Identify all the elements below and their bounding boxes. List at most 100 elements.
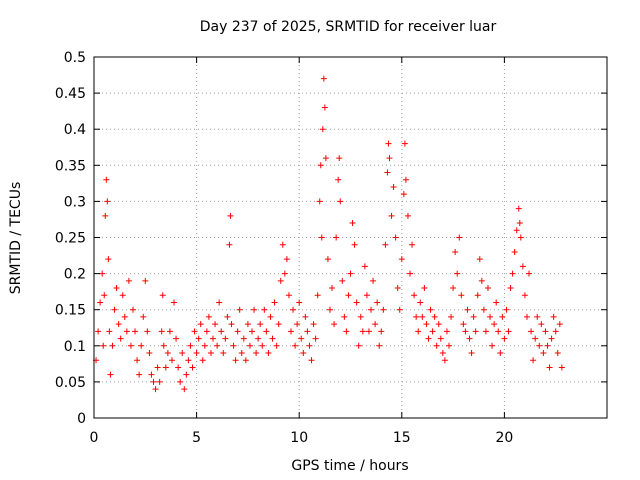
data-point	[398, 256, 405, 263]
data-point	[536, 342, 543, 349]
data-point	[173, 335, 180, 342]
data-point	[123, 328, 130, 335]
data-point	[242, 357, 249, 364]
data-point	[132, 328, 139, 335]
data-point	[491, 321, 498, 328]
data-point	[234, 328, 241, 335]
data-point	[127, 342, 134, 349]
data-point	[458, 292, 465, 299]
data-point	[517, 234, 524, 241]
data-point	[322, 155, 329, 162]
data-point	[244, 321, 251, 328]
data-point	[207, 350, 214, 357]
data-point	[317, 162, 324, 169]
data-point	[519, 263, 526, 270]
y-tick-label: 0.2	[64, 267, 86, 283]
y-tick-label: 0.3	[64, 194, 86, 210]
data-point	[345, 292, 352, 299]
data-point	[363, 292, 370, 299]
data-point	[476, 256, 483, 263]
x-tick-label: 20	[495, 430, 513, 446]
data-point	[227, 212, 234, 219]
data-point	[261, 306, 268, 313]
data-point	[390, 183, 397, 190]
data-point	[396, 306, 403, 313]
data-point	[392, 234, 399, 241]
y-tick-label: 0	[77, 411, 86, 427]
data-point	[521, 292, 528, 299]
data-point	[376, 342, 383, 349]
data-point	[106, 328, 113, 335]
data-point	[556, 321, 563, 328]
y-tick-label: 0.4	[64, 122, 86, 138]
data-point	[129, 306, 136, 313]
data-point	[400, 191, 407, 198]
data-point	[482, 328, 489, 335]
data-point	[162, 364, 169, 371]
data-point	[333, 234, 340, 241]
data-point	[138, 342, 145, 349]
data-point	[324, 256, 331, 263]
data-point	[271, 299, 278, 306]
data-point	[267, 313, 274, 320]
data-point	[214, 342, 221, 349]
data-point	[528, 328, 535, 335]
data-point	[378, 328, 385, 335]
data-point	[501, 335, 508, 342]
data-point	[370, 277, 377, 284]
data-point	[109, 342, 116, 349]
data-point	[368, 306, 375, 313]
data-point	[404, 212, 411, 219]
data-point	[548, 335, 555, 342]
data-point	[158, 328, 165, 335]
data-point	[468, 350, 475, 357]
data-point	[228, 321, 235, 328]
data-point	[353, 299, 360, 306]
data-point	[144, 328, 151, 335]
data-point	[101, 292, 108, 299]
x-tick-label: 0	[90, 430, 99, 446]
data-point	[273, 342, 280, 349]
data-point	[513, 227, 520, 234]
data-point	[292, 342, 299, 349]
axis-ticks	[93, 56, 607, 419]
data-point	[454, 270, 461, 277]
data-point	[255, 335, 262, 342]
data-point	[154, 364, 161, 371]
data-point	[462, 328, 469, 335]
data-point	[246, 342, 253, 349]
data-point	[336, 155, 343, 162]
data-point	[409, 241, 416, 248]
data-point	[95, 328, 102, 335]
data-point	[168, 357, 175, 364]
data-point	[100, 342, 107, 349]
data-point	[321, 104, 328, 111]
data-point	[189, 364, 196, 371]
data-point	[516, 220, 523, 227]
data-point	[326, 306, 333, 313]
data-point	[203, 328, 210, 335]
data-point	[222, 335, 229, 342]
chart-title: Day 237 of 2025, SRMTID for receiver lua…	[200, 19, 497, 35]
data-point	[304, 328, 311, 335]
data-point	[441, 357, 448, 364]
x-tick-label: 5	[192, 430, 201, 446]
data-point	[104, 198, 111, 205]
data-point	[119, 292, 126, 299]
data-point	[171, 299, 178, 306]
data-point	[388, 212, 395, 219]
data-point	[175, 364, 182, 371]
data-point	[466, 335, 473, 342]
data-point	[115, 321, 122, 328]
data-points	[93, 75, 565, 393]
y-tick-labels: 0 0.05 0.1 0.15 0.2 0.25 0.3 0.35 0.4 0.45 0.5	[55, 50, 86, 427]
data-point	[437, 335, 444, 342]
data-point	[199, 357, 206, 364]
data-point	[105, 256, 112, 263]
data-point	[402, 176, 409, 183]
data-point	[306, 342, 313, 349]
data-point	[107, 371, 114, 378]
data-point	[341, 313, 348, 320]
y-tick-label: 0.15	[55, 303, 86, 319]
data-point	[464, 306, 471, 313]
